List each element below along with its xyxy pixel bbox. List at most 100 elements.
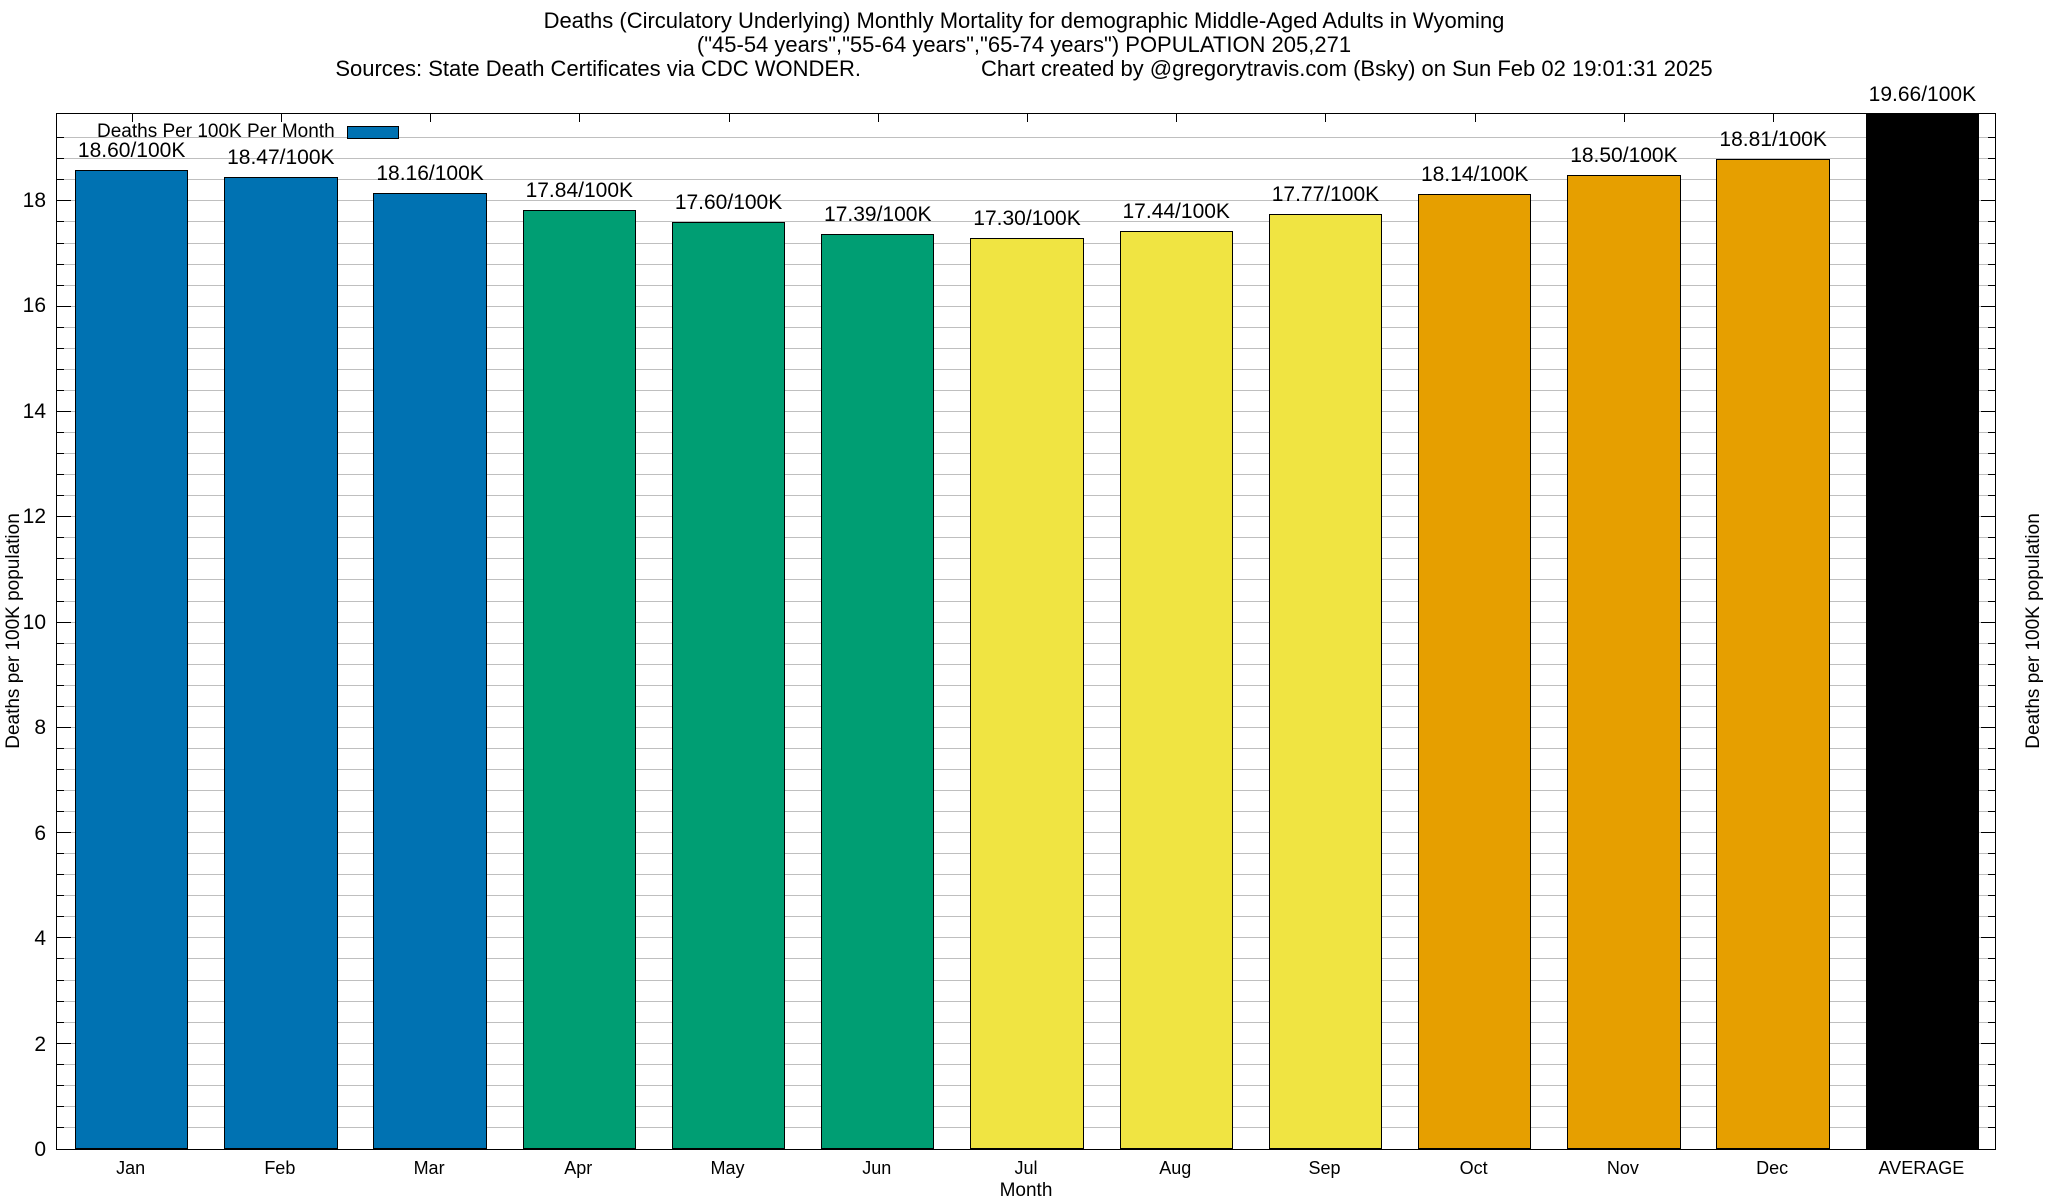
x-tick-top bbox=[1325, 114, 1327, 122]
minor-tick-right bbox=[1988, 874, 1995, 876]
bar-jul bbox=[970, 238, 1084, 1149]
minor-tick-right bbox=[1988, 495, 1995, 497]
minor-tick-left bbox=[57, 916, 64, 918]
y-tick-label: 6 bbox=[34, 821, 46, 845]
bar-value-label: 18.81/100K bbox=[1719, 127, 1827, 151]
minor-tick-left bbox=[57, 579, 64, 581]
major-tick-left bbox=[57, 937, 71, 939]
x-tick-top bbox=[1922, 114, 1924, 122]
minor-tick-left bbox=[57, 474, 64, 476]
minor-tick-right bbox=[1988, 432, 1995, 434]
minor-tick-right bbox=[1988, 263, 1995, 265]
minor-tick-right bbox=[1988, 158, 1995, 160]
minor-tick-left bbox=[57, 1105, 64, 1107]
minor-tick-right bbox=[1988, 895, 1995, 897]
chart-credit: Chart created by @gregorytravis.com (Bsk… bbox=[981, 56, 1713, 81]
minor-tick-right bbox=[1988, 705, 1995, 707]
x-tick-top bbox=[1176, 114, 1178, 122]
minor-tick-left bbox=[57, 790, 64, 792]
minor-tick-right bbox=[1988, 1084, 1995, 1086]
y-tick-label: 2 bbox=[34, 1032, 46, 1056]
minor-tick-right bbox=[1988, 1000, 1995, 1002]
major-tick-left bbox=[57, 621, 71, 623]
minor-tick-right bbox=[1988, 979, 1995, 981]
minor-tick-right bbox=[1988, 958, 1995, 960]
minor-tick-left bbox=[57, 1021, 64, 1023]
minor-tick-left bbox=[57, 1084, 64, 1086]
x-category-label: Nov bbox=[1606, 1158, 1639, 1178]
bar-value-label: 18.50/100K bbox=[1570, 144, 1678, 168]
x-category-label: Mar bbox=[413, 1158, 445, 1178]
minor-tick-left bbox=[57, 558, 64, 560]
major-tick-right bbox=[1981, 305, 1995, 307]
x-category-label: AVERAGE bbox=[1878, 1158, 1965, 1178]
y-tick-label: 0 bbox=[34, 1138, 46, 1161]
minor-tick-right bbox=[1988, 347, 1995, 349]
minor-tick-right bbox=[1988, 1063, 1995, 1065]
bar-value-label: 18.14/100K bbox=[1420, 163, 1529, 187]
minor-tick-right bbox=[1988, 1105, 1995, 1107]
major-tick-right bbox=[1981, 410, 1995, 412]
minor-tick-right bbox=[1988, 642, 1995, 644]
bar-apr bbox=[522, 209, 636, 1149]
bar-value-label: 17.30/100K bbox=[973, 207, 1081, 231]
minor-tick-right bbox=[1988, 684, 1995, 686]
minor-tick-right bbox=[1988, 811, 1995, 813]
minor-tick-right bbox=[1988, 916, 1995, 918]
x-category-label: Apr bbox=[564, 1158, 593, 1178]
minor-tick-right bbox=[1988, 600, 1995, 602]
x-category-label: Dec bbox=[1756, 1158, 1789, 1178]
minor-tick-left bbox=[57, 663, 64, 665]
minor-tick-left bbox=[57, 747, 64, 749]
chart-title-line3: Sources: State Death Certificates via CD… bbox=[0, 56, 2048, 82]
minor-tick-left bbox=[57, 432, 64, 434]
x-tick-top bbox=[728, 114, 730, 122]
major-tick-left bbox=[57, 200, 71, 202]
bar-value-label: 17.84/100K bbox=[525, 178, 634, 202]
y-tick-label: 18 bbox=[22, 188, 46, 212]
chart-title-line2: ("45-54 years","55-64 years","65-74 year… bbox=[696, 32, 1352, 57]
bar-value-label: 18.60/100K bbox=[77, 138, 186, 162]
x-tick-top bbox=[877, 114, 879, 122]
major-tick-right bbox=[1981, 1042, 1995, 1044]
minor-tick-right bbox=[1988, 1021, 1995, 1023]
minor-tick-right bbox=[1988, 389, 1995, 391]
bar-value-label: 19.66/100K bbox=[1868, 83, 1977, 106]
major-tick-right bbox=[1981, 200, 1995, 202]
x-tick-top bbox=[579, 114, 581, 122]
minor-tick-right bbox=[1988, 747, 1995, 749]
bar-aug bbox=[1119, 230, 1233, 1149]
minor-tick-left bbox=[57, 537, 64, 539]
minor-tick-left bbox=[57, 705, 64, 707]
minor-tick-left bbox=[57, 326, 64, 328]
minor-tick-right bbox=[1988, 453, 1995, 455]
major-tick-left bbox=[57, 410, 71, 412]
minor-tick-right bbox=[1988, 1126, 1995, 1128]
minor-tick-right bbox=[1988, 474, 1995, 476]
gridline bbox=[57, 200, 1995, 202]
chart-title-line1: Deaths (Circulatory Underlying) Monthly … bbox=[543, 8, 1505, 33]
minor-tick-left bbox=[57, 368, 64, 370]
minor-tick-right bbox=[1988, 221, 1995, 223]
bar-value-label: 18.16/100K bbox=[376, 161, 484, 185]
minor-tick-left bbox=[57, 642, 64, 644]
major-tick-right bbox=[1981, 621, 1995, 623]
minor-tick-left bbox=[57, 389, 64, 391]
x-tick-top bbox=[1773, 114, 1775, 122]
gridline bbox=[57, 158, 1995, 160]
gridline bbox=[57, 179, 1995, 181]
minor-tick-left bbox=[57, 811, 64, 813]
x-tick-top bbox=[131, 114, 133, 122]
minor-tick-left bbox=[57, 453, 64, 455]
major-tick-right bbox=[1981, 726, 1995, 728]
x-tick-top bbox=[1623, 114, 1625, 122]
bar-value-label: 17.44/100K bbox=[1122, 199, 1230, 223]
y-tick-label: 10 bbox=[22, 610, 46, 634]
gridline bbox=[57, 137, 1995, 139]
minor-tick-left bbox=[57, 263, 64, 265]
bar-nov bbox=[1567, 175, 1681, 1149]
x-category-label: May bbox=[710, 1158, 745, 1178]
minor-tick-right bbox=[1988, 579, 1995, 581]
minor-tick-left bbox=[57, 221, 64, 223]
y-tick-label: 16 bbox=[22, 294, 46, 318]
